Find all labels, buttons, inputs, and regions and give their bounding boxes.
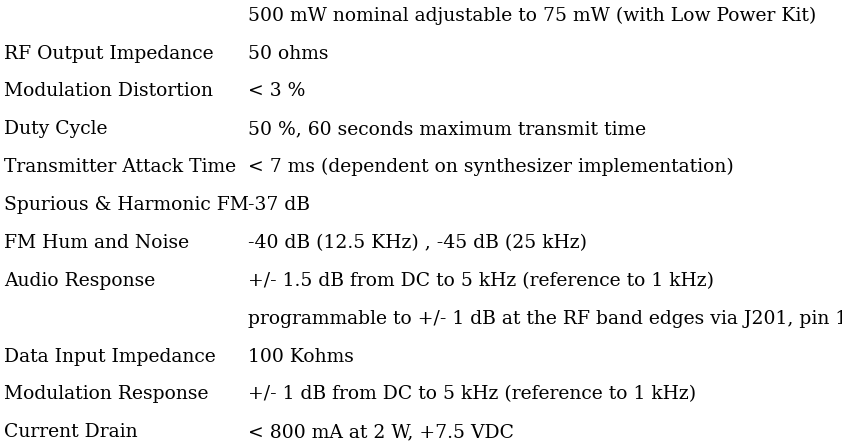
Text: programmable to +/- 1 dB at the RF band edges via J201, pin 14: programmable to +/- 1 dB at the RF band … — [248, 310, 842, 327]
Text: Spurious & Harmonic FM: Spurious & Harmonic FM — [4, 196, 249, 214]
Text: RF Output Impedance: RF Output Impedance — [4, 44, 214, 63]
Text: Modulation Distortion: Modulation Distortion — [4, 82, 213, 100]
Text: Modulation Response: Modulation Response — [4, 385, 209, 404]
Text: +/- 1.5 dB from DC to 5 kHz (reference to 1 kHz): +/- 1.5 dB from DC to 5 kHz (reference t… — [248, 272, 714, 290]
Text: 50 ohms: 50 ohms — [248, 44, 329, 63]
Text: Duty Cycle: Duty Cycle — [4, 121, 108, 138]
Text: +/- 1 dB from DC to 5 kHz (reference to 1 kHz): +/- 1 dB from DC to 5 kHz (reference to … — [248, 385, 696, 404]
Text: Current Drain: Current Drain — [4, 423, 138, 441]
Text: -37 dB: -37 dB — [248, 196, 311, 214]
Text: 50 %, 60 seconds maximum transmit time: 50 %, 60 seconds maximum transmit time — [248, 121, 647, 138]
Text: < 7 ms (dependent on synthesizer implementation): < 7 ms (dependent on synthesizer impleme… — [248, 158, 734, 177]
Text: Audio Response: Audio Response — [4, 272, 156, 290]
Text: FM Hum and Noise: FM Hum and Noise — [4, 234, 189, 252]
Text: Data Input Impedance: Data Input Impedance — [4, 348, 216, 366]
Text: Transmitter Attack Time: Transmitter Attack Time — [4, 158, 237, 176]
Text: 100 Kohms: 100 Kohms — [248, 348, 354, 366]
Text: < 3 %: < 3 % — [248, 82, 306, 100]
Text: -40 dB (12.5 KHz) , -45 dB (25 kHz): -40 dB (12.5 KHz) , -45 dB (25 kHz) — [248, 234, 588, 252]
Text: 500 mW nominal adjustable to 75 mW (with Low Power Kit): 500 mW nominal adjustable to 75 mW (with… — [248, 7, 817, 25]
Text: < 800 mA at 2 W, +7.5 VDC: < 800 mA at 2 W, +7.5 VDC — [248, 423, 514, 441]
